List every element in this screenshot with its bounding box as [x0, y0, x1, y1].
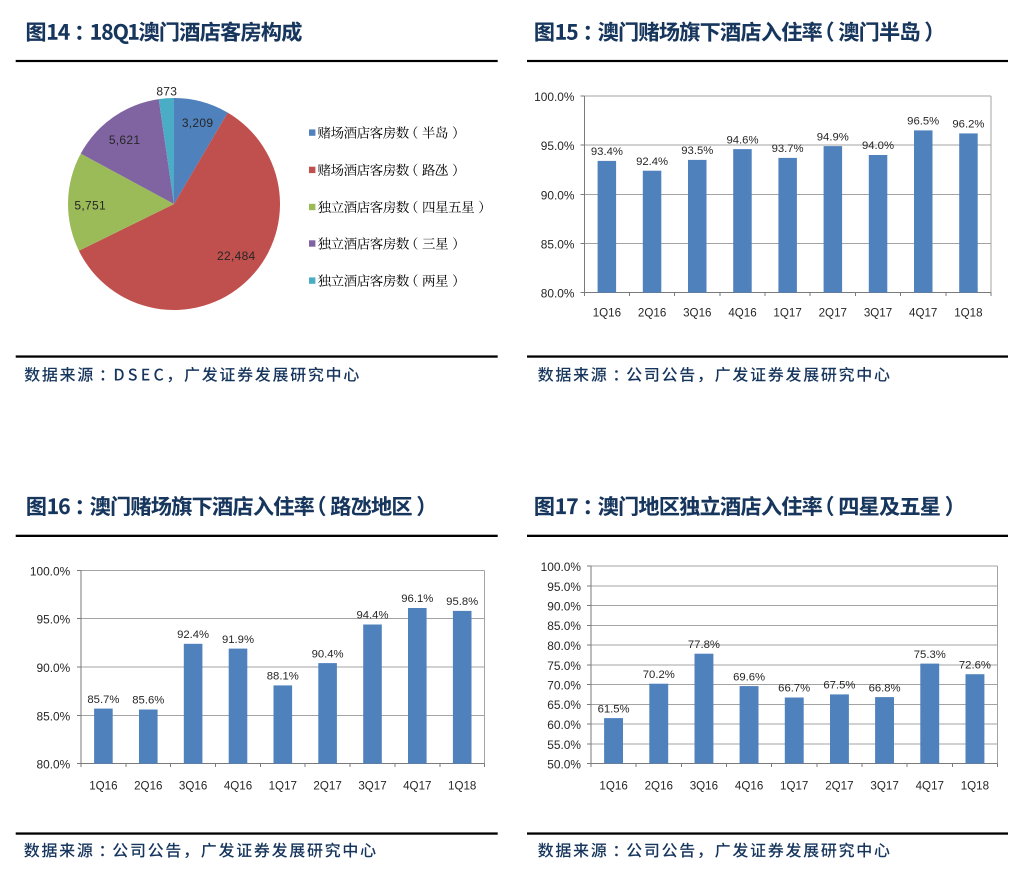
svg-text:75.0%: 75.0%: [547, 659, 581, 673]
svg-text:3Q17: 3Q17: [358, 780, 386, 793]
svg-text:95.8%: 95.8%: [446, 596, 478, 608]
svg-text:1Q18: 1Q18: [961, 780, 989, 793]
svg-text:2Q17: 2Q17: [313, 780, 341, 793]
svg-text:70.0%: 70.0%: [547, 679, 581, 693]
svg-text:3Q16: 3Q16: [683, 307, 711, 320]
svg-text:4Q17: 4Q17: [909, 307, 937, 320]
svg-text:65.0%: 65.0%: [547, 698, 581, 712]
svg-text:96.2%: 96.2%: [952, 119, 984, 131]
svg-text:1Q17: 1Q17: [269, 780, 297, 793]
svg-text:85.0%: 85.0%: [547, 619, 581, 633]
svg-text:60.0%: 60.0%: [547, 718, 581, 732]
svg-text:88.1%: 88.1%: [267, 671, 299, 683]
svg-text:91.9%: 91.9%: [222, 634, 254, 646]
svg-text:90.0%: 90.0%: [547, 600, 581, 614]
svg-text:66.8%: 66.8%: [869, 682, 901, 694]
svg-text:80.0%: 80.0%: [36, 758, 70, 772]
svg-text:61.5%: 61.5%: [598, 703, 630, 715]
svg-text:3Q17: 3Q17: [864, 307, 892, 320]
svg-text:75.3%: 75.3%: [914, 649, 946, 661]
svg-text:94.4%: 94.4%: [356, 610, 388, 622]
svg-text:1Q16: 1Q16: [599, 780, 627, 793]
svg-text:1Q17: 1Q17: [773, 307, 801, 320]
svg-text:67.5%: 67.5%: [823, 680, 855, 692]
svg-text:4Q17: 4Q17: [403, 780, 431, 793]
svg-text:1Q18: 1Q18: [954, 307, 982, 320]
svg-text:95.0%: 95.0%: [541, 139, 575, 153]
svg-text:85.0%: 85.0%: [541, 238, 575, 252]
svg-text:5,621: 5,621: [109, 133, 141, 147]
svg-text:80.0%: 80.0%: [541, 287, 575, 301]
svg-text:1Q16: 1Q16: [89, 780, 117, 793]
svg-text:1Q18: 1Q18: [448, 780, 476, 793]
svg-text:100.0%: 100.0%: [541, 560, 582, 574]
svg-text:22,484: 22,484: [217, 249, 256, 263]
svg-text:94.0%: 94.0%: [862, 140, 894, 152]
svg-text:72.6%: 72.6%: [959, 659, 991, 671]
svg-text:94.6%: 94.6%: [726, 134, 758, 146]
svg-text:90.4%: 90.4%: [312, 648, 344, 660]
svg-text:3Q16: 3Q16: [690, 780, 718, 793]
svg-text:95.0%: 95.0%: [36, 613, 70, 627]
svg-text:3Q17: 3Q17: [870, 780, 898, 793]
svg-text:90.0%: 90.0%: [541, 188, 575, 202]
svg-text:70.2%: 70.2%: [643, 669, 675, 681]
svg-text:1Q16: 1Q16: [593, 307, 621, 320]
svg-text:50.0%: 50.0%: [547, 758, 581, 772]
svg-text:1Q17: 1Q17: [780, 780, 808, 793]
svg-text:100.0%: 100.0%: [30, 564, 71, 578]
svg-text:2Q16: 2Q16: [638, 307, 666, 320]
svg-text:80.0%: 80.0%: [547, 639, 581, 653]
svg-text:4Q16: 4Q16: [735, 780, 763, 793]
svg-text:93.5%: 93.5%: [681, 145, 713, 157]
svg-text:77.8%: 77.8%: [688, 639, 720, 651]
svg-text:85.6%: 85.6%: [132, 695, 164, 707]
svg-text:4Q17: 4Q17: [916, 780, 944, 793]
svg-text:85.7%: 85.7%: [87, 694, 119, 706]
svg-text:96.5%: 96.5%: [907, 116, 939, 128]
svg-text:5,751: 5,751: [74, 198, 106, 212]
svg-text:93.7%: 93.7%: [772, 143, 804, 155]
svg-text:96.1%: 96.1%: [401, 593, 433, 605]
svg-text:873: 873: [156, 84, 177, 98]
svg-text:2Q17: 2Q17: [825, 780, 853, 793]
svg-text:95.0%: 95.0%: [547, 580, 581, 594]
svg-text:100.0%: 100.0%: [534, 90, 575, 104]
svg-text:2Q17: 2Q17: [819, 307, 847, 320]
svg-text:85.0%: 85.0%: [36, 709, 70, 723]
svg-text:93.4%: 93.4%: [591, 146, 623, 158]
svg-text:2Q16: 2Q16: [134, 780, 162, 793]
svg-text:4Q16: 4Q16: [728, 307, 756, 320]
svg-text:55.0%: 55.0%: [547, 738, 581, 752]
svg-text:4Q16: 4Q16: [224, 780, 252, 793]
svg-text:2Q16: 2Q16: [645, 780, 673, 793]
svg-text:90.0%: 90.0%: [36, 661, 70, 675]
svg-text:69.6%: 69.6%: [733, 671, 765, 683]
svg-text:66.7%: 66.7%: [778, 683, 810, 695]
svg-text:94.9%: 94.9%: [817, 131, 849, 143]
svg-text:3Q16: 3Q16: [179, 780, 207, 793]
svg-text:92.4%: 92.4%: [636, 156, 668, 168]
svg-text:3,209: 3,209: [182, 116, 214, 130]
svg-text:92.4%: 92.4%: [177, 629, 209, 641]
